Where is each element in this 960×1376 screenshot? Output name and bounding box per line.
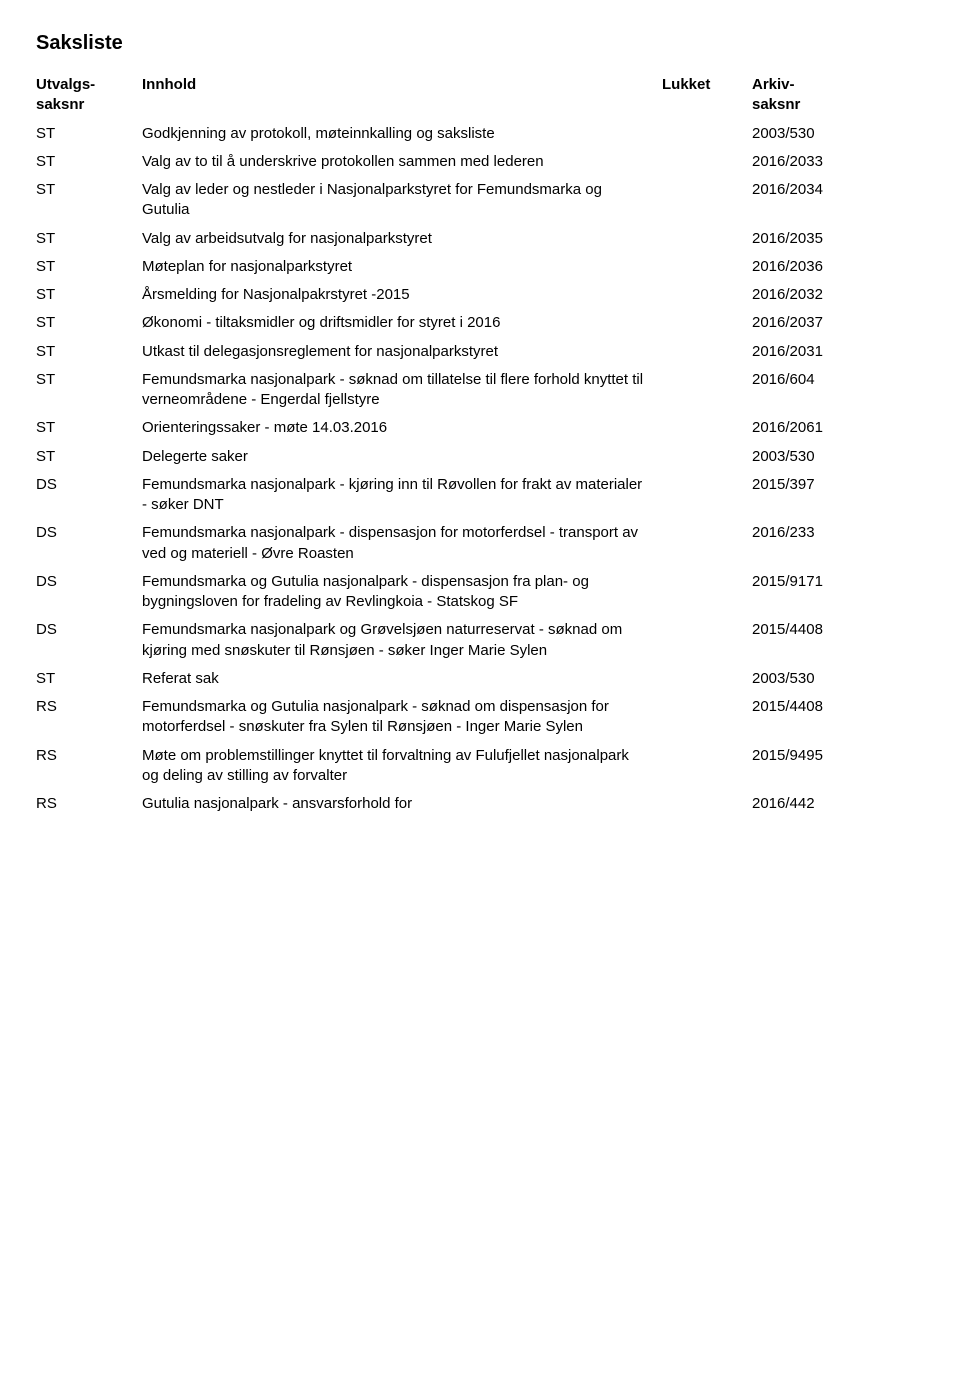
- cell-desc: Økonomi - tiltaksmidler og driftsmidler …: [142, 313, 662, 333]
- table-row: STUtkast til delegasjonsreglement for na…: [36, 342, 924, 362]
- cell-code: ST: [36, 257, 142, 277]
- cell-ref: 2015/9495: [752, 746, 862, 766]
- cell-ref: 2016/2032: [752, 285, 862, 305]
- cell-desc: Valg av leder og nestleder i Nasjonalpar…: [142, 180, 662, 221]
- header-lukket: Lukket: [662, 75, 752, 116]
- header-desc: Innhold: [142, 75, 662, 116]
- table-row: DSFemundsmarka nasjonalpark - kjøring in…: [36, 475, 924, 516]
- cell-desc: Gutulia nasjonalpark - ansvarsforhold fo…: [142, 794, 662, 814]
- cell-code: DS: [36, 620, 142, 640]
- header-code: Utvalgs- saksnr: [36, 75, 142, 116]
- table-row: DSFemundsmarka nasjonalpark - dispensasj…: [36, 523, 924, 564]
- table-row: STFemundsmarka nasjonalpark - søknad om …: [36, 370, 924, 411]
- cell-desc: Femundsmarka og Gutulia nasjonalpark - s…: [142, 697, 662, 738]
- cell-desc: Utkast til delegasjonsreglement for nasj…: [142, 342, 662, 362]
- cell-code: ST: [36, 124, 142, 144]
- cell-code: DS: [36, 572, 142, 592]
- cell-code: ST: [36, 418, 142, 438]
- cell-ref: 2016/442: [752, 794, 862, 814]
- cell-ref: 2003/530: [752, 669, 862, 689]
- cell-desc: Møteplan for nasjonalparkstyret: [142, 257, 662, 277]
- cell-ref: 2016/604: [752, 370, 862, 390]
- cell-ref: 2003/530: [752, 124, 862, 144]
- cell-code: ST: [36, 285, 142, 305]
- cell-ref: 2015/4408: [752, 620, 862, 640]
- cell-desc: Femundsmarka nasjonalpark og Grøvelsjøen…: [142, 620, 662, 661]
- table-row: STValg av to til å underskrive protokoll…: [36, 152, 924, 172]
- cell-desc: Møte om problemstillinger knyttet til fo…: [142, 746, 662, 787]
- cell-code: ST: [36, 370, 142, 390]
- cell-ref: 2016/2035: [752, 229, 862, 249]
- table-row: STReferat sak 2003/530: [36, 669, 924, 689]
- cell-ref: 2016/2061: [752, 418, 862, 438]
- table-row: STGodkjenning av protokoll, møteinnkalli…: [36, 124, 924, 144]
- cell-desc: Referat sak: [142, 669, 662, 689]
- cell-ref: 2015/9171: [752, 572, 862, 592]
- cell-code: RS: [36, 746, 142, 766]
- cell-code: ST: [36, 669, 142, 689]
- cell-desc: Delegerte saker: [142, 447, 662, 467]
- cell-ref: 2016/2037: [752, 313, 862, 333]
- cell-desc: Valg av arbeidsutvalg for nasjonalparkst…: [142, 229, 662, 249]
- table-row: STDelegerte saker 2003/530: [36, 447, 924, 467]
- cell-desc: Femundsmarka nasjonalpark - kjøring inn …: [142, 475, 662, 516]
- table-row: STValg av leder og nestleder i Nasjonalp…: [36, 180, 924, 221]
- table-row: RSGutulia nasjonalpark - ansvarsforhold …: [36, 794, 924, 814]
- cell-code: ST: [36, 180, 142, 200]
- cell-ref: 2016/2034: [752, 180, 862, 200]
- page-title: Saksliste: [36, 30, 924, 57]
- table-row: RSFemundsmarka og Gutulia nasjonalpark -…: [36, 697, 924, 738]
- table-row: STMøteplan for nasjonalparkstyret 2016/20…: [36, 257, 924, 277]
- table-row: STValg av arbeidsutvalg for nasjonalpark…: [36, 229, 924, 249]
- cell-desc: Orienteringssaker - møte 14.03.2016: [142, 418, 662, 438]
- table-row: STØkonomi - tiltaksmidler og driftsmidle…: [36, 313, 924, 333]
- table-row: DSFemundsmarka og Gutulia nasjonalpark -…: [36, 572, 924, 613]
- cell-ref: 2016/2036: [752, 257, 862, 277]
- cell-code: ST: [36, 229, 142, 249]
- table-body: STGodkjenning av protokoll, møteinnkalli…: [36, 124, 924, 815]
- table-row: RSMøte om problemstillinger knyttet til …: [36, 746, 924, 787]
- cell-ref: 2015/4408: [752, 697, 862, 717]
- cell-desc: Valg av to til å underskrive protokollen…: [142, 152, 662, 172]
- cell-ref: 2003/530: [752, 447, 862, 467]
- cell-ref: 2016/2033: [752, 152, 862, 172]
- cell-ref: 2015/397: [752, 475, 862, 495]
- cell-desc: Årsmelding for Nasjonalpakrstyret -2015: [142, 285, 662, 305]
- cell-desc: Femundsmarka og Gutulia nasjonalpark - d…: [142, 572, 662, 613]
- cell-desc: Femundsmarka nasjonalpark - dispensasjon…: [142, 523, 662, 564]
- cell-code: DS: [36, 523, 142, 543]
- table-row: DSFemundsmarka nasjonalpark og Grøvelsjø…: [36, 620, 924, 661]
- cell-code: RS: [36, 697, 142, 717]
- cell-ref: 2016/2031: [752, 342, 862, 362]
- cell-code: ST: [36, 342, 142, 362]
- table-header-row: Utvalgs- saksnr Innhold Lukket Arkiv- sa…: [36, 75, 924, 116]
- cell-code: DS: [36, 475, 142, 495]
- table-row: STÅrsmelding for Nasjonalpakrstyret -201…: [36, 285, 924, 305]
- cell-code: ST: [36, 152, 142, 172]
- cell-code: RS: [36, 794, 142, 814]
- cell-code: ST: [36, 313, 142, 333]
- table-row: STOrienteringssaker - møte 14.03.2016 201…: [36, 418, 924, 438]
- cell-code: ST: [36, 447, 142, 467]
- cell-desc: Femundsmarka nasjonalpark - søknad om ti…: [142, 370, 662, 411]
- cell-desc: Godkjenning av protokoll, møteinnkalling…: [142, 124, 662, 144]
- header-ref: Arkiv- saksnr: [752, 75, 862, 116]
- cell-ref: 2016/233: [752, 523, 862, 543]
